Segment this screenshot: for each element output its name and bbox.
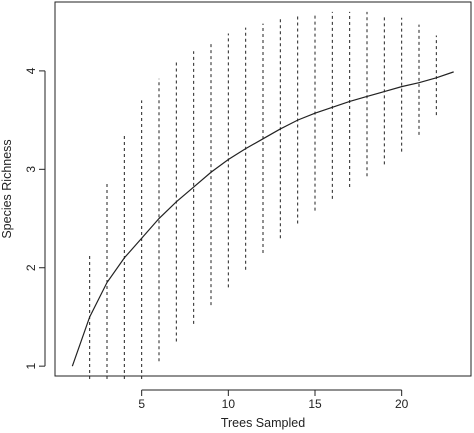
y-tick-label: 2 [24, 264, 38, 271]
y-axis-title: Species Richness [0, 139, 14, 238]
y-tick-label: 3 [24, 166, 38, 173]
x-tick-label: 5 [138, 397, 145, 411]
x-tick-label: 15 [308, 397, 322, 411]
error-bars [89, 11, 437, 379]
y-axis: 1 2 3 4 [24, 67, 46, 370]
x-tick-label: 20 [395, 397, 409, 411]
x-tick-label: 10 [222, 397, 236, 411]
plot-frame [54, 1, 472, 377]
x-axis: 5 10 15 20 [138, 389, 409, 411]
series-line [71, 71, 454, 367]
y-tick-label: 1 [24, 363, 38, 370]
x-axis-title: Trees Sampled [221, 416, 305, 430]
y-tick-label: 4 [24, 67, 38, 74]
